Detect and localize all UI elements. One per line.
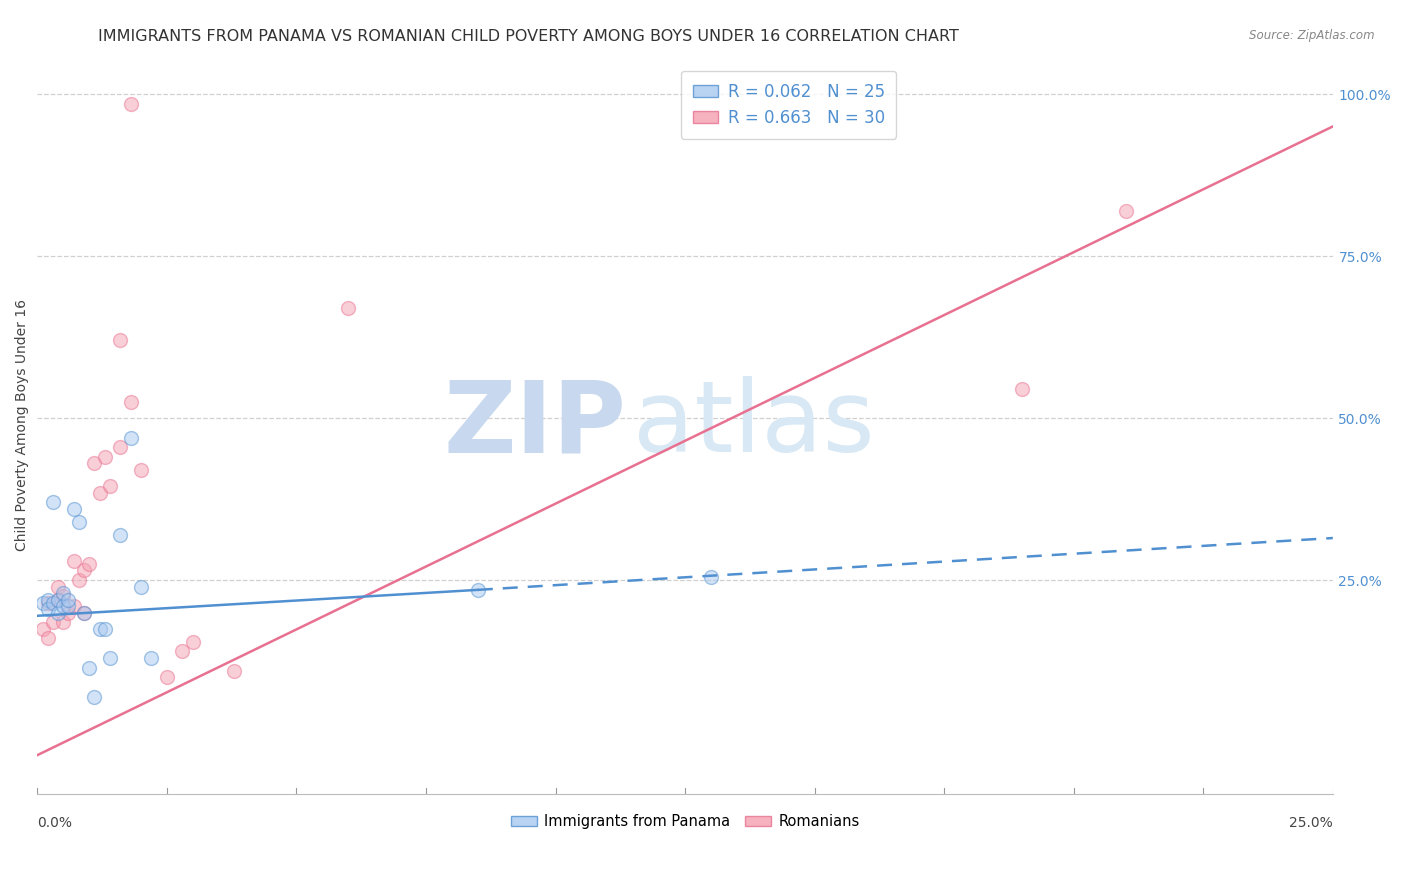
Point — [83, 457, 105, 471]
Point — [52, 615, 75, 630]
Point — [73, 606, 96, 620]
Point — [120, 96, 142, 111]
Point — [110, 528, 132, 542]
Point — [110, 440, 132, 454]
Point — [52, 586, 75, 600]
Point — [129, 580, 152, 594]
Point — [42, 495, 65, 509]
Point — [98, 651, 121, 665]
Text: 0.0%: 0.0% — [38, 816, 72, 830]
Point — [73, 563, 96, 577]
Point — [141, 651, 163, 665]
Text: atlas: atlas — [633, 376, 875, 473]
Point — [31, 622, 53, 636]
Point — [52, 590, 75, 604]
Text: IMMIGRANTS FROM PANAMA VS ROMANIAN CHILD POVERTY AMONG BOYS UNDER 16 CORRELATION: IMMIGRANTS FROM PANAMA VS ROMANIAN CHILD… — [98, 29, 959, 45]
Point — [52, 599, 75, 613]
Point — [46, 592, 69, 607]
Text: Source: ZipAtlas.com: Source: ZipAtlas.com — [1250, 29, 1375, 43]
Text: ZIP: ZIP — [444, 376, 627, 473]
Point — [37, 602, 59, 616]
Point — [467, 582, 489, 597]
Point — [77, 660, 100, 674]
Point — [62, 501, 84, 516]
Point — [98, 479, 121, 493]
Point — [67, 573, 90, 587]
Y-axis label: Child Poverty Among Boys Under 16: Child Poverty Among Boys Under 16 — [15, 299, 30, 550]
Point — [62, 554, 84, 568]
Point — [129, 463, 152, 477]
Point — [73, 606, 96, 620]
Point — [46, 606, 69, 620]
Point — [110, 334, 132, 348]
Point — [224, 664, 246, 678]
Point — [58, 592, 80, 607]
Point — [172, 644, 194, 658]
Point — [700, 570, 723, 584]
Text: 25.0%: 25.0% — [1289, 816, 1333, 830]
Point — [1115, 203, 1137, 218]
Point — [46, 592, 69, 607]
Point — [42, 596, 65, 610]
Point — [181, 634, 204, 648]
Point — [37, 632, 59, 646]
Point — [156, 670, 179, 684]
Point — [31, 596, 53, 610]
Point — [93, 450, 115, 464]
Point — [37, 596, 59, 610]
Point — [120, 431, 142, 445]
Point — [77, 557, 100, 571]
Point — [58, 599, 80, 613]
Point — [89, 485, 111, 500]
Point — [83, 690, 105, 704]
Point — [37, 592, 59, 607]
Point — [89, 622, 111, 636]
Point — [1011, 382, 1033, 396]
Point — [62, 599, 84, 613]
Point — [93, 622, 115, 636]
Legend: R = 0.062   N = 25, R = 0.663   N = 30: R = 0.062 N = 25, R = 0.663 N = 30 — [681, 70, 897, 138]
Point — [42, 615, 65, 630]
Point — [120, 395, 142, 409]
Point — [337, 301, 360, 315]
Point — [46, 580, 69, 594]
Point — [58, 606, 80, 620]
Point — [67, 515, 90, 529]
